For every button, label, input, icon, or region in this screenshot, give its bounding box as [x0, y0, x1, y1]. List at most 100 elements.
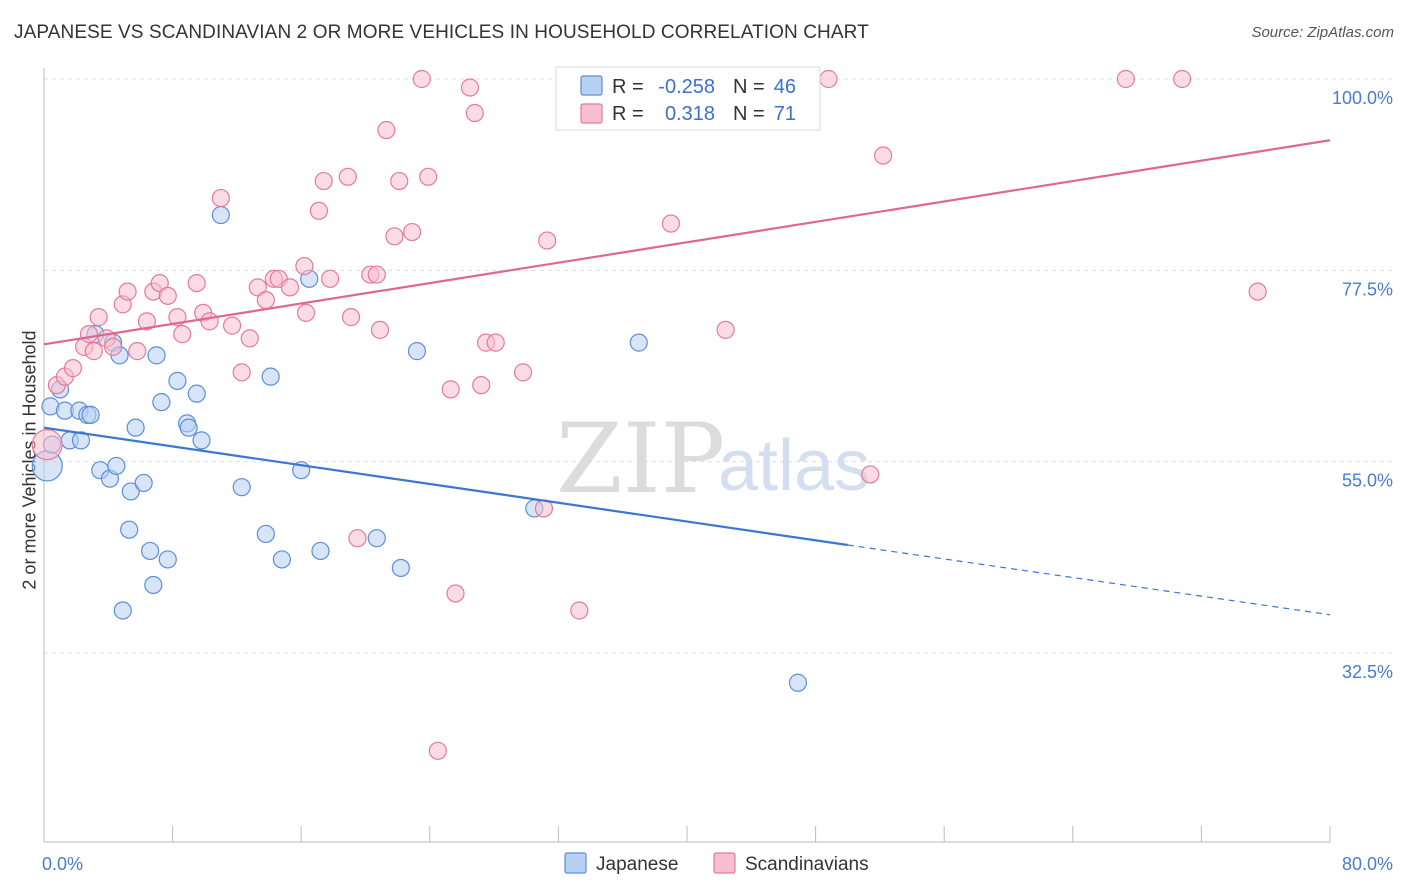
legend-n-value-2: 71 [774, 103, 796, 125]
chart-title: JAPANESE VS SCANDINAVIAN 2 OR MORE VEHIC… [14, 22, 869, 43]
japanese-trend-extension [847, 544, 1331, 616]
scandinavian-point [538, 231, 557, 250]
japanese-point [81, 405, 100, 424]
japanese-point [168, 371, 187, 390]
legend-n-label-2: N = [733, 103, 765, 125]
bottom-legend-scandinavians: Scandinavians [745, 854, 869, 875]
scandinavian-point [385, 227, 404, 246]
japanese-point [113, 601, 132, 620]
scandinavian-point [321, 269, 340, 288]
watermark-atlas: atlas [718, 426, 870, 506]
scandinavian-point [295, 256, 314, 276]
source-label: Source: ZipAtlas.com [1251, 24, 1394, 41]
scandinavian-point [314, 171, 333, 191]
scandinavian-point [118, 282, 137, 301]
scandinavian-point [341, 308, 361, 327]
scandinavian-point [570, 601, 589, 620]
japanese-point [144, 575, 163, 595]
x-tick-label-min: 0.0% [42, 854, 83, 874]
japanese-point [152, 393, 171, 412]
scandinavian-point [377, 120, 396, 140]
japanese-point [407, 342, 427, 361]
scandinavian-point [472, 376, 491, 395]
scandinavian-point [158, 286, 177, 305]
japanese-point [158, 550, 177, 569]
scandinavian-point [412, 69, 431, 89]
japanese-point [272, 550, 292, 569]
legend-n-value-1: 46 [774, 76, 796, 98]
scandinavian-point [232, 363, 251, 382]
scandinavian-point [280, 278, 300, 297]
scandinavian-point [338, 167, 357, 186]
bottom-legend-japanese: Japanese [596, 854, 678, 875]
scandinavian-trend-line [43, 139, 1331, 346]
japanese-point [147, 346, 166, 365]
scandinavian-point [128, 342, 147, 361]
scandinavian-point [84, 342, 103, 361]
y-tick-label: 100.0% [1332, 88, 1393, 108]
scandinavian-point [428, 741, 447, 760]
scandinavian-point [309, 201, 328, 220]
japanese-point [107, 456, 126, 476]
scandinavian-point [819, 69, 838, 89]
japanese-point [179, 418, 198, 437]
japanese-trend-line [43, 426, 848, 547]
x-tick-label-max: 80.0% [1342, 854, 1393, 874]
scandinavian-point [1173, 69, 1192, 89]
scandinavian-point [460, 78, 480, 97]
y-tick-label: 55.0% [1342, 471, 1393, 491]
bottom-legend-swatch-scandinavian [713, 852, 736, 874]
japanese-point [788, 673, 808, 692]
scandinavian-point [403, 222, 422, 242]
japanese-point [134, 473, 153, 493]
japanese-point [126, 418, 145, 437]
legend-r-label-2: R = [612, 103, 644, 125]
scandinavian-point [390, 171, 409, 191]
scandinavian-point [63, 359, 83, 378]
y-tick-label: 77.5% [1342, 279, 1393, 299]
scandinavian-point [874, 146, 893, 165]
japanese-point [187, 384, 206, 403]
scandinavian-point [296, 303, 316, 322]
japanese-point [311, 541, 330, 561]
scandinavian-point [104, 337, 123, 356]
legend-r-value-1: -0.258 [658, 76, 715, 98]
scandinavian-point [137, 312, 156, 331]
japanese-point [256, 524, 275, 544]
japanese-point [121, 482, 140, 501]
japanese-point [120, 520, 139, 539]
scandinavian-point [513, 363, 533, 382]
japanese-point [629, 333, 648, 352]
y-tick-labels: 32.5% 55.0% 77.5% 100.0% [1332, 88, 1393, 682]
x-tick-labels: 0.0% 80.0% [42, 854, 1393, 874]
scandinavian-point [486, 333, 505, 352]
scandinavian-point [173, 325, 192, 344]
scandinavian-point [200, 312, 219, 331]
scandinavian-point [187, 273, 206, 293]
scandinavian-point [222, 316, 242, 335]
scandinavian-point [240, 329, 259, 348]
japanese-point [211, 205, 230, 225]
legend-swatch-japanese [580, 75, 603, 96]
scandinavian-point [441, 380, 460, 399]
legend-r-label-1: R = [612, 76, 644, 98]
scandinavian-point [716, 320, 735, 339]
japanese-point [232, 478, 251, 497]
scandinavian-point [661, 214, 681, 233]
trend-lines [43, 139, 1331, 616]
legend-swatch-scandinavian [580, 103, 603, 124]
scandinavian-point [31, 429, 63, 461]
scandinavian-point [861, 465, 880, 484]
scandinavian-point [419, 167, 438, 186]
bottom-legend-swatch-japanese [564, 852, 587, 874]
japanese-point [140, 541, 160, 561]
scandinavian-point [89, 308, 108, 327]
scandinavian-point [256, 290, 275, 310]
legend-n-label-1: N = [733, 76, 765, 98]
scandinavian-point [370, 320, 390, 339]
japanese-point [261, 367, 280, 386]
scandinavian-point [211, 188, 230, 208]
scandinavian-point [1248, 282, 1267, 301]
scandinavian-point [1116, 69, 1135, 89]
